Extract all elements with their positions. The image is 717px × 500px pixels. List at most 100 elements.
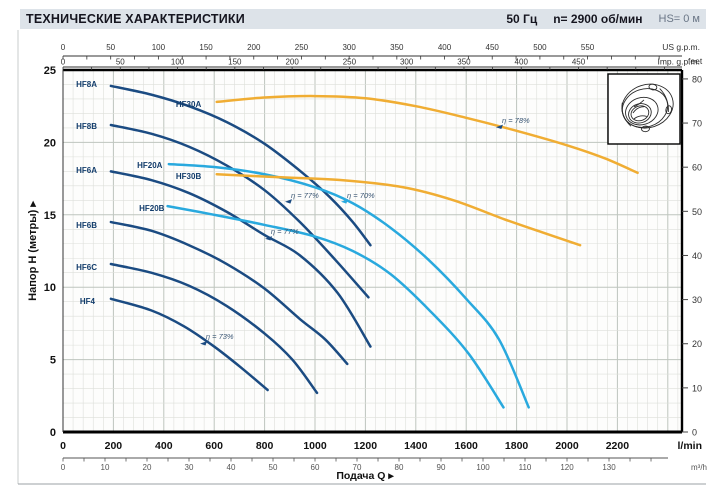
tick-label: 80: [692, 74, 702, 84]
curve-HF30A: [215, 94, 639, 175]
tick-label: 50: [106, 43, 115, 52]
tick-label: 350: [390, 43, 404, 52]
tick-label: 50: [692, 207, 702, 217]
curve-HF6A: [109, 170, 372, 348]
curve-HF20B: [166, 204, 505, 409]
tick-label: 1200: [354, 440, 378, 452]
tick-label: 500: [533, 43, 547, 52]
tick-label: 450: [486, 43, 500, 52]
tick-label: 90: [437, 463, 446, 472]
tick-label: 1000: [303, 440, 327, 452]
curve-HF6C: [109, 262, 319, 395]
us-gpm-unit-label: US g.p.m.: [662, 42, 700, 52]
tick-label: 400: [515, 58, 529, 67]
tick-label: 15: [44, 210, 56, 222]
efficiency-marker-0: [495, 124, 503, 129]
tick-label: 100: [152, 43, 166, 52]
tick-label: 600: [205, 440, 223, 452]
curve-label-HF20A: HF20A: [137, 161, 163, 170]
tick-label: 70: [692, 119, 702, 129]
efficiency-marker-1: [285, 199, 293, 204]
tick-label: 10: [101, 463, 110, 472]
curve-label-HF8A: HF8A: [76, 80, 97, 89]
tick-label: 10: [44, 282, 56, 294]
tick-label: 10: [692, 383, 702, 393]
tick-label: 200: [285, 58, 299, 67]
speed-value: n= 2900 об/мин: [553, 12, 643, 26]
tick-label: 1400: [404, 440, 428, 452]
y-axis-title: Напор Н (метры) ▸: [27, 201, 39, 301]
tick-label: 400: [438, 43, 452, 52]
impeller-drawing: [607, 73, 681, 145]
m3h-unit-label: m³/h: [691, 463, 707, 472]
tick-label: 550: [581, 43, 595, 52]
header-band: ТЕХНИЧЕСКИЕ ХАРАКТЕРИСТИКИ 50 Гц n= 2900…: [20, 9, 706, 29]
tick-label: 250: [343, 58, 357, 67]
tick-label: 20: [692, 339, 702, 349]
curve-HF8B: [109, 123, 370, 299]
efficiency-marker-4: [200, 341, 208, 346]
tick-label: 130: [602, 463, 616, 472]
tick-label: 0: [50, 427, 56, 439]
x-axis-title: Подача Q ▸: [336, 470, 394, 482]
tick-label: 2000: [555, 440, 579, 452]
tick-label: 800: [256, 440, 274, 452]
tick-label: 1600: [455, 440, 479, 452]
curve-label-HF6C: HF6C: [76, 263, 97, 272]
curve-label-HF4: HF4: [80, 297, 96, 306]
curve-HF30B: [215, 173, 582, 247]
tick-label: 350: [457, 58, 471, 67]
curve-HF8A: [109, 84, 372, 247]
efficiency-label-0: η = 78%: [502, 116, 530, 125]
curve-HF4: [109, 297, 269, 392]
page-title: ТЕХНИЧЕСКИЕ ХАРАКТЕРИСТИКИ: [26, 12, 245, 26]
plot-area: [63, 70, 682, 432]
curve-label-HF6B: HF6B: [76, 221, 97, 230]
tick-label: 1800: [505, 440, 529, 452]
tick-label: 40: [692, 251, 702, 261]
tick-label: 40: [227, 463, 236, 472]
tick-label: 100: [171, 58, 185, 67]
tick-label: 0: [61, 463, 66, 472]
tick-label: 2200: [606, 440, 630, 452]
tick-label: 70: [353, 463, 362, 472]
tick-label: 450: [572, 58, 586, 67]
efficiency-label-2: η = 70%: [347, 191, 375, 200]
tick-label: 80: [395, 463, 404, 472]
tick-label: 20: [143, 463, 152, 472]
curve-label-HF20B: HF20B: [139, 204, 165, 213]
suction-head-value: HS= 0 м: [658, 13, 701, 25]
tick-label: 0: [692, 428, 697, 438]
curve-label-HF8B: HF8B: [76, 122, 97, 131]
efficiency-label-4: η = 73%: [206, 332, 234, 341]
tick-label: 150: [228, 58, 242, 67]
efficiency-marker-3: [265, 236, 273, 241]
tick-label: 60: [311, 463, 320, 472]
tick-label: 25: [44, 65, 56, 77]
tick-label: 200: [247, 43, 261, 52]
tick-label: 50: [269, 463, 278, 472]
tick-label: 60: [692, 163, 702, 173]
header-specs: 50 Гц n= 2900 об/мин HS= 0 м: [506, 12, 700, 26]
tick-label: 30: [185, 463, 194, 472]
tick-label: 30: [692, 295, 702, 305]
tick-label: 5: [50, 355, 56, 367]
tick-label: 0: [61, 58, 66, 67]
curve-HF6B: [109, 220, 349, 366]
tick-label: 400: [155, 440, 173, 452]
curve-label-HF6A: HF6A: [76, 166, 97, 175]
tick-label: 100: [476, 463, 490, 472]
tick-label: 50: [116, 58, 125, 67]
chart-layer: 0 50 100 150 200 250 300 350 400 450 500 550 US g.p.…: [17, 30, 707, 485]
curve-HF20A: [167, 162, 530, 409]
tick-label: 110: [519, 463, 532, 472]
tick-label: 300: [342, 43, 356, 52]
imp-gpm-unit-label: Imp. g.p.m.: [657, 57, 700, 67]
tick-label: 200: [105, 440, 123, 452]
efficiency-marker-2: [340, 199, 348, 204]
tick-label: 0: [61, 43, 66, 52]
tick-label: 20: [44, 137, 56, 149]
curve-label-HF30A: HF30A: [176, 100, 202, 109]
